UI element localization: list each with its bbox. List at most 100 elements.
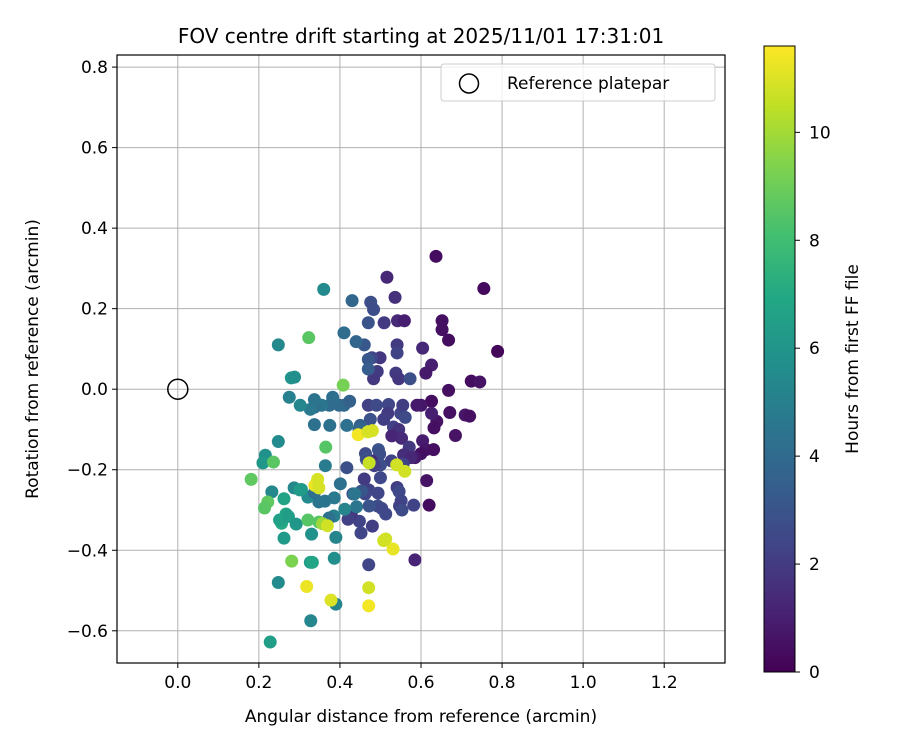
colorbar-tick-label: 2: [809, 555, 820, 575]
scatter-point: [333, 477, 347, 491]
x-tick-label: 0.0: [164, 673, 191, 693]
scatter-point: [491, 344, 505, 358]
scatter-point: [349, 335, 363, 349]
scatter-point: [337, 326, 351, 340]
scatter-point: [377, 534, 391, 548]
scatter-point: [403, 372, 417, 386]
scatter-point: [361, 352, 375, 366]
scatter-point: [320, 519, 334, 533]
scatter-point: [429, 249, 443, 263]
scatter-point: [293, 398, 307, 412]
scatter-point: [362, 599, 376, 613]
scatter-point: [398, 464, 412, 478]
scatter-point: [398, 410, 412, 424]
scatter-point: [422, 498, 436, 512]
scatter-point: [354, 526, 368, 540]
scatter-point: [365, 519, 379, 533]
scatter-point: [345, 294, 359, 308]
scatter-point: [302, 331, 316, 345]
scatter-point: [350, 500, 364, 514]
scatter-point: [396, 398, 410, 412]
scatter-point: [377, 316, 391, 330]
scatter-point: [408, 553, 422, 567]
scatter-point: [307, 393, 321, 407]
scatter-point: [271, 338, 285, 352]
scatter-point: [277, 531, 291, 545]
scatter-point: [420, 474, 434, 488]
scatter-point: [365, 424, 379, 438]
scatter-point: [425, 406, 439, 420]
grid-lines: [117, 55, 725, 663]
scatter-point: [416, 341, 430, 355]
legend-marker-icon: [458, 73, 480, 94]
scatter-point: [300, 579, 314, 593]
scatter-point: [367, 372, 381, 386]
scatter-point: [329, 530, 343, 544]
y-tick-label: 0.4: [81, 219, 108, 239]
reference-marker-group: [167, 378, 189, 400]
scatter-point: [363, 412, 377, 426]
colorbar-tick-label: 8: [809, 231, 820, 251]
scatter-point: [340, 461, 354, 475]
colorbar-label: Hours from first FF file: [843, 264, 863, 454]
scatter-point: [397, 314, 411, 328]
reference-marker: [167, 378, 189, 400]
x-tick-label: 0.2: [245, 673, 272, 693]
scatter-point: [338, 502, 352, 516]
scatter-point: [362, 456, 376, 470]
y-tick-label: 0.6: [81, 139, 108, 159]
scatter-point: [304, 614, 318, 628]
scatter-point: [361, 316, 375, 330]
scatter-point: [442, 333, 456, 347]
x-tick-label: 0.6: [407, 673, 434, 693]
scatter-point: [305, 527, 319, 541]
scatter-point: [343, 394, 357, 408]
scatter-point: [380, 270, 394, 284]
scatter-point: [407, 498, 421, 512]
colorbar-tick-label: 0: [809, 663, 820, 683]
y-tick-label: 0.8: [81, 58, 108, 78]
scatter-point: [336, 378, 350, 392]
scatter-point: [271, 575, 285, 589]
scatter-point: [318, 459, 332, 473]
scatter-point: [265, 485, 279, 499]
scatter-point: [282, 390, 296, 404]
scatter-point: [277, 492, 291, 506]
scatter-point: [317, 282, 331, 296]
chart-title: FOV centre drift starting at 2025/11/01 …: [178, 24, 664, 48]
scatter-point: [323, 418, 337, 432]
x-tick-label: 1.0: [570, 673, 597, 693]
colorbar-tick-label: 4: [809, 447, 820, 467]
scatter-point: [348, 487, 362, 501]
legend: Reference platepar: [440, 63, 716, 102]
scatter-point: [285, 554, 299, 568]
scatter-point: [427, 443, 441, 457]
scatter-point: [289, 517, 303, 531]
scatter-point: [419, 366, 433, 380]
scatter-point: [357, 472, 371, 486]
scatter-point: [443, 406, 457, 420]
scatter-point: [377, 412, 391, 426]
scatter-point: [463, 409, 477, 423]
scatter-point: [263, 635, 277, 649]
y-tick-label: 0.0: [81, 380, 108, 400]
scatter-point: [361, 362, 375, 376]
scatter-point: [271, 435, 285, 449]
scatter-point: [256, 456, 270, 470]
colorbar: 0 2 4 6 8 10 Hours from first FF file: [763, 45, 863, 683]
scatter-point: [435, 323, 449, 337]
scatter-point: [288, 370, 302, 384]
scatter-point: [258, 501, 272, 515]
scatter-point: [341, 512, 355, 526]
scatter-point: [369, 398, 383, 412]
x-tick-label: 0.4: [326, 673, 353, 693]
y-tick-label: 0.2: [81, 300, 108, 320]
legend-box: [440, 63, 716, 102]
scatter-point: [386, 542, 400, 556]
scatter-point: [340, 418, 354, 432]
x-axis-ticks: 0.0 0.2 0.4 0.6 0.8 1.0 1.2: [164, 663, 678, 693]
x-tick-label: 0.8: [489, 673, 516, 693]
scatter-point: [442, 383, 456, 397]
scatter-point: [319, 440, 333, 454]
scatter-point: [305, 555, 319, 569]
